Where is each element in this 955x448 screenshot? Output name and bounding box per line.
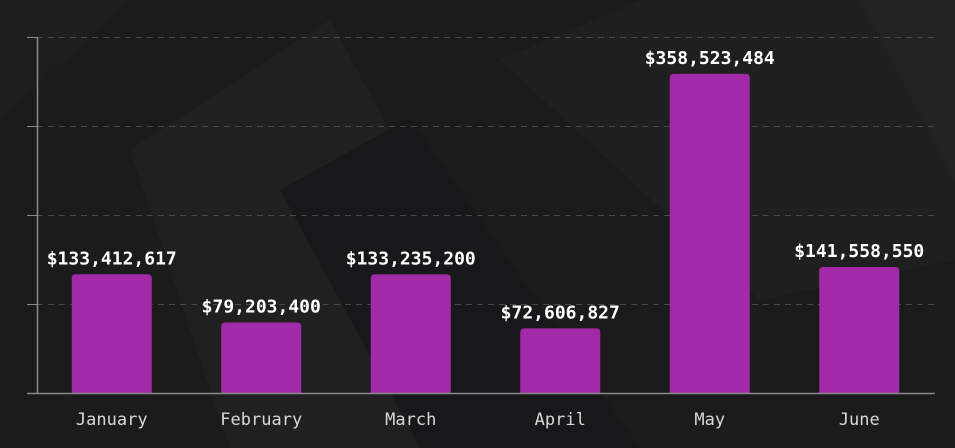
x-tick-label-march: March <box>385 410 436 430</box>
data-label-june: $141,558,550 <box>794 241 924 262</box>
x-tick-label-january: January <box>76 410 148 430</box>
bar-march[interactable] <box>370 274 451 393</box>
bar-february[interactable] <box>221 322 302 393</box>
bar-april[interactable] <box>520 328 601 393</box>
data-label-april: $72,606,827 <box>501 302 620 323</box>
data-label-january: $133,412,617 <box>47 248 177 269</box>
data-label-may: $358,523,484 <box>645 48 775 69</box>
bar-january[interactable] <box>71 274 152 393</box>
data-labels: $133,412,617 $79,203,400 $133,235,200 $72,6… <box>47 48 925 323</box>
x-tick-label-april: April <box>535 410 586 430</box>
bars <box>71 73 900 394</box>
data-label-february: $79,203,400 <box>202 297 321 318</box>
bar-june[interactable] <box>819 267 900 393</box>
x-tick-label-may: May <box>694 410 725 430</box>
x-tick-labels: January February March April May June <box>76 410 880 430</box>
grid-lines <box>37 37 935 305</box>
bar-may[interactable] <box>669 73 750 394</box>
x-tick-label-june: June <box>839 410 880 430</box>
data-label-march: $133,235,200 <box>346 248 476 269</box>
x-tick-label-february: February <box>220 410 302 430</box>
axes <box>27 37 935 395</box>
